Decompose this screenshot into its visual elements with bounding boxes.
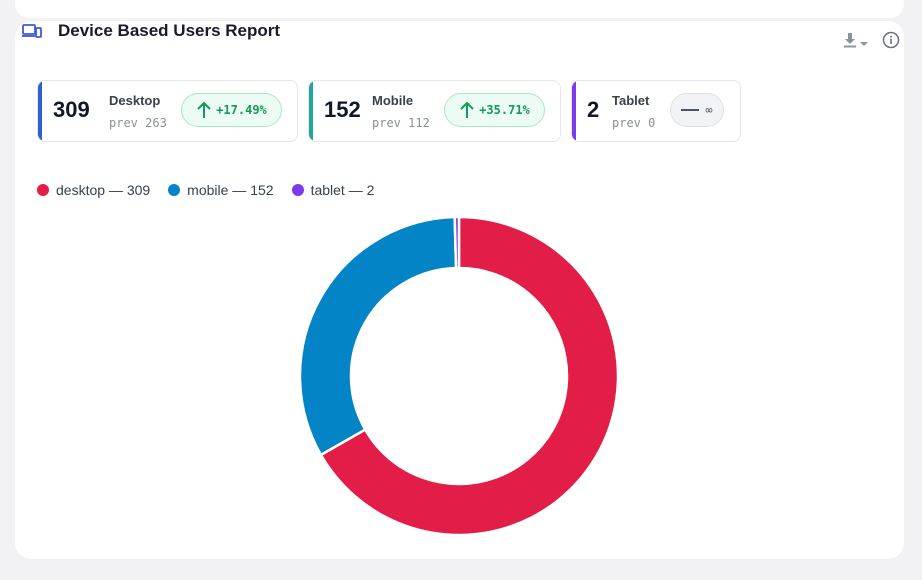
card-actions (843, 31, 900, 54)
legend-item-mobile[interactable]: mobile — 152 (168, 182, 274, 198)
card-title: Device Based Users Report (58, 21, 281, 40)
info-icon[interactable] (882, 31, 900, 54)
change-value: +35.71% (479, 103, 530, 117)
change-value: +17.49% (216, 103, 267, 117)
legend-label: tablet — 2 (310, 182, 375, 198)
legend-item-tablet[interactable]: tablet — 2 (291, 182, 375, 198)
stat-accent-bar (309, 81, 313, 141)
download-button[interactable] (843, 32, 868, 53)
donut-slice-mobile[interactable] (298, 215, 458, 457)
arrow-up-icon (197, 101, 211, 118)
change-value: ∞ (705, 103, 713, 117)
change-badge: +17.49% (181, 93, 282, 127)
stat-card-mobile: 152 Mobile prev 112 +35.71% (308, 80, 561, 142)
arrow-up-icon (460, 101, 474, 118)
legend-item-desktop[interactable]: desktop — 309 (37, 182, 150, 198)
devices-icon (22, 23, 42, 39)
stat-card-desktop: 309 Desktop prev 263 +17.49% (37, 80, 298, 142)
stat-prev: prev 263 (109, 116, 167, 130)
legend-dot (168, 184, 181, 196)
donut-slice-tablet[interactable] (453, 215, 461, 270)
stat-accent-bar (572, 81, 576, 141)
legend-label: desktop — 309 (56, 182, 151, 198)
stat-label: Tablet (612, 93, 650, 108)
download-icon (843, 32, 857, 53)
stat-prev: prev 0 (612, 116, 656, 130)
legend-label: mobile — 152 (187, 182, 274, 198)
stat-count: 2 (587, 97, 600, 122)
legend-dot (291, 184, 304, 196)
card-header: Device Based Users Report (22, 21, 280, 41)
stat-label: Mobile (372, 93, 414, 108)
chart-legend: desktop — 309 mobile — 152 tablet — 2 (37, 182, 392, 198)
previous-card (15, 0, 904, 18)
stat-count: 152 (324, 97, 361, 122)
change-badge: +35.71% (444, 93, 545, 127)
dash-icon (681, 109, 700, 111)
change-badge: ∞ (670, 93, 724, 127)
donut-slice-desktop[interactable] (319, 215, 620, 537)
legend-dot (37, 184, 49, 196)
caret-down-icon (860, 34, 868, 52)
stat-label: Desktop (109, 93, 161, 108)
stat-card-tablet: 2 Tablet prev 0 ∞ (571, 80, 741, 142)
stat-prev: prev 112 (372, 116, 430, 130)
stat-count: 309 (53, 97, 90, 122)
stat-accent-bar (38, 81, 42, 141)
